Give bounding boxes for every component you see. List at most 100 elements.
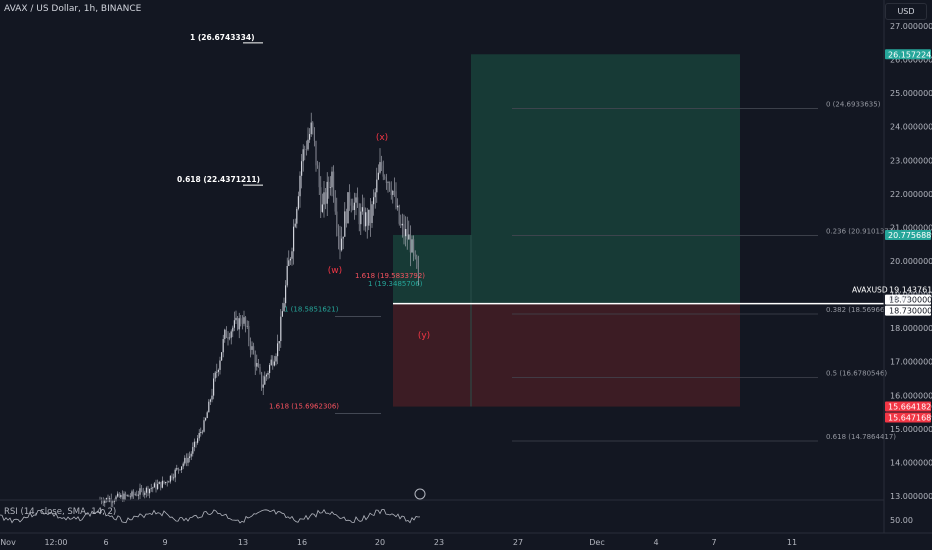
- candle-body: [397, 205, 399, 208]
- y-tick-label: 13.0000000: [890, 492, 932, 501]
- y-tick-label: 21.0000000: [890, 223, 932, 232]
- candle-body: [131, 491, 133, 497]
- y-tick-label: 14.0000000: [890, 458, 932, 467]
- currency-selector[interactable]: USD: [885, 3, 927, 20]
- candle-body: [117, 493, 119, 497]
- candle-body: [393, 190, 395, 192]
- candle-body: [264, 376, 266, 385]
- candle-body: [126, 495, 128, 496]
- y-tick-label: 17.0000000: [890, 358, 932, 367]
- candle-body: [203, 420, 205, 432]
- candle-body: [304, 149, 306, 150]
- price-axis[interactable]: 27.0000000 26.0000000 25.0000000 24.0000000…: [852, 0, 932, 533]
- candle-body: [232, 327, 234, 332]
- candle-body: [150, 488, 152, 489]
- candle-body: [285, 285, 287, 304]
- candle-body: [294, 223, 296, 227]
- last-price-countdown: 08:05: [889, 295, 911, 304]
- candle-body: [392, 190, 394, 195]
- entry-price-badge: [885, 294, 931, 305]
- candle-body: [261, 372, 263, 388]
- candle-body: [185, 457, 187, 463]
- candle-body: [389, 182, 391, 190]
- candle-body: [301, 161, 303, 176]
- fib-left-label: 0.618 (22.4371211): [177, 175, 260, 184]
- candle-body: [145, 487, 147, 493]
- candle-body: [358, 207, 360, 225]
- candle-body: [198, 433, 200, 439]
- candle-body: [286, 265, 288, 286]
- candle-body: [128, 495, 130, 497]
- candle-body: [192, 447, 194, 454]
- candle-body: [125, 493, 127, 496]
- candle-body: [321, 204, 323, 212]
- candle-body: [120, 494, 122, 498]
- candle-body: [353, 202, 355, 211]
- fib-layer: 1 (26.6743334) 0.618 (22.4371211) 1.618 (1…: [177, 33, 896, 442]
- candle-body: [208, 401, 210, 413]
- candle-body: [377, 172, 379, 180]
- candle-body: [187, 457, 189, 463]
- candle-body: [349, 192, 351, 203]
- candle-body: [296, 208, 298, 224]
- x-tick-label: Dec: [589, 538, 604, 547]
- candle-body: [144, 492, 146, 495]
- candle-body: [129, 496, 131, 498]
- candle-body: [374, 192, 376, 198]
- candle-body: [222, 339, 224, 353]
- candle-body: [141, 488, 143, 490]
- candle-body: [293, 226, 295, 252]
- candle-body: [237, 317, 239, 330]
- stop-zone: [393, 303, 740, 407]
- position-zones: [393, 54, 884, 407]
- candle-body: [401, 223, 403, 226]
- x-tick-label: 27: [513, 538, 523, 547]
- time-axis[interactable]: Nov 12:00 6 9 13 16 20 23 27 Dec 4 7 11: [0, 532, 932, 547]
- candle-body: [225, 329, 227, 338]
- candle-body: [323, 192, 325, 205]
- candle-body: [224, 329, 226, 340]
- candle-body: [333, 171, 335, 198]
- candle-body: [302, 149, 304, 162]
- entry-price-badge: [885, 305, 931, 316]
- candle-body: [216, 371, 218, 373]
- chart-title: AVAX / US Dollar, 1h, BINANCE: [4, 4, 142, 14]
- candle-body: [123, 493, 125, 501]
- candle-body: [189, 456, 191, 458]
- entry-price-text: 18.7300000: [889, 296, 932, 305]
- candle-body: [408, 234, 410, 240]
- candle-body: [235, 317, 237, 321]
- candle-body: [318, 168, 320, 188]
- candle-body: [219, 360, 221, 370]
- price-badge: [885, 229, 931, 240]
- candle-body: [149, 488, 151, 494]
- candle-body: [395, 191, 397, 208]
- candle-body: [243, 317, 245, 324]
- wave-label: (w): [328, 266, 342, 276]
- candle-body: [137, 494, 139, 496]
- x-tick-label: 20: [375, 538, 385, 547]
- candles-layer: [99, 112, 419, 508]
- candle-body: [363, 207, 365, 227]
- candle-body: [387, 182, 389, 183]
- candle-body: [233, 320, 235, 328]
- candle-body: [347, 192, 349, 224]
- candle-body: [365, 212, 367, 227]
- candle-body: [254, 353, 256, 367]
- candle-body: [163, 480, 165, 484]
- candle-body: [414, 251, 416, 257]
- candle-body: [385, 177, 387, 183]
- candle-body: [278, 341, 280, 344]
- candle-body: [267, 372, 269, 375]
- rsi-pane: [0, 499, 884, 524]
- rsi-indicator-label[interactable]: RSI (14, close, SMA, 14, 2): [4, 507, 117, 517]
- candle-body: [245, 317, 247, 326]
- rsi-line: [0, 508, 421, 524]
- candle-body: [320, 187, 322, 212]
- candle-body: [155, 483, 157, 489]
- candle-body: [406, 229, 408, 240]
- last-price-value: 19.1437618: [889, 286, 932, 295]
- candle-body: [221, 352, 223, 361]
- candle-body: [253, 346, 255, 354]
